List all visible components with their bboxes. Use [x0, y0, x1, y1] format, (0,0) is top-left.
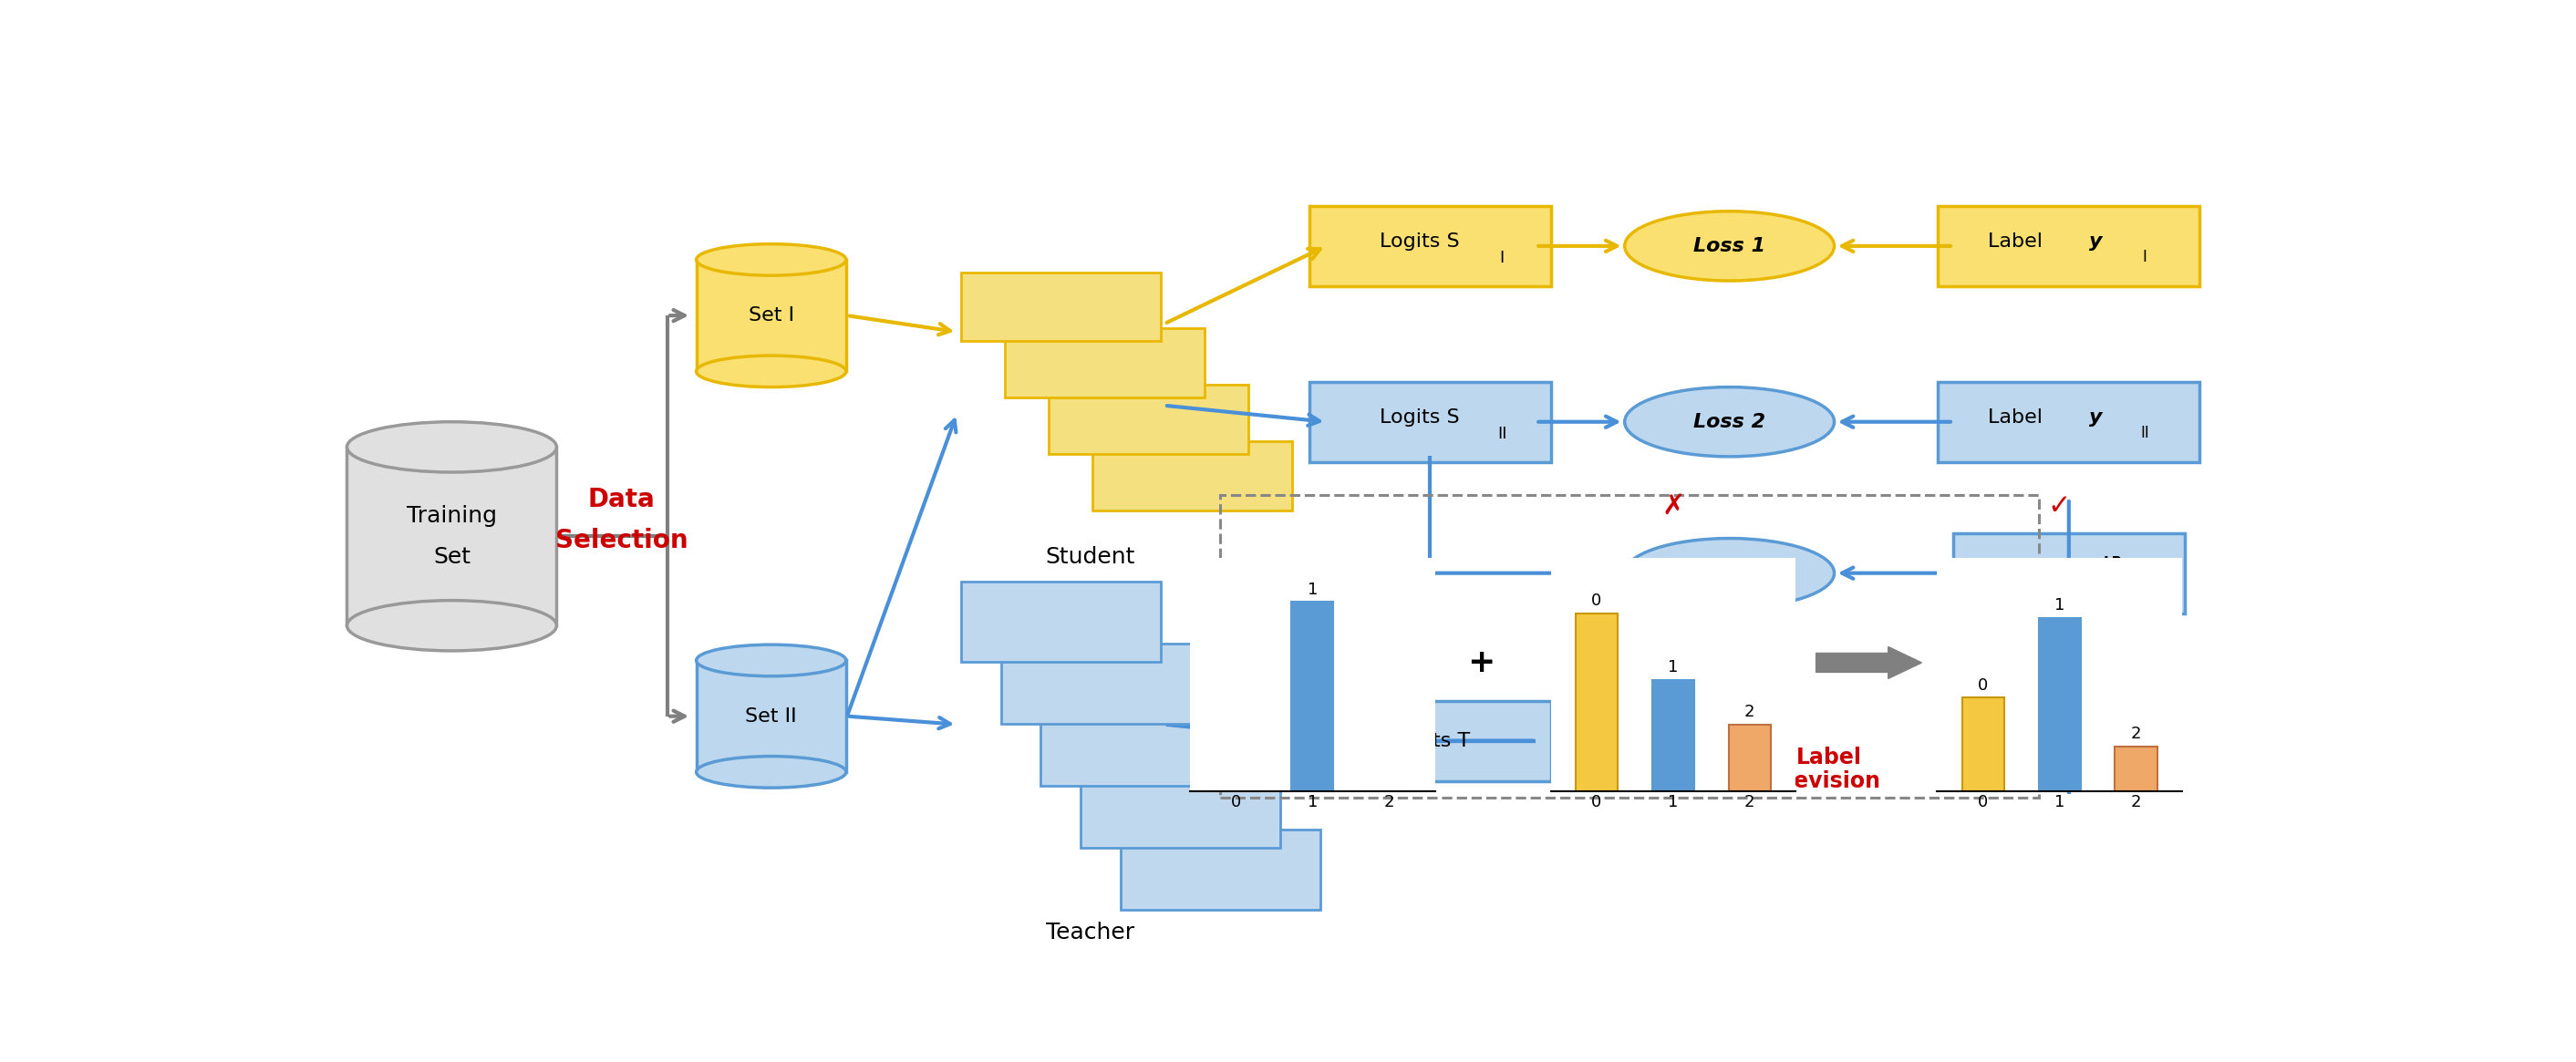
FancyBboxPatch shape [1309, 701, 1551, 781]
FancyBboxPatch shape [961, 272, 1162, 341]
Polygon shape [348, 447, 556, 626]
Text: 2: 2 [2130, 725, 2141, 742]
FancyBboxPatch shape [1309, 206, 1551, 286]
Text: Training: Training [407, 504, 497, 527]
Ellipse shape [696, 356, 845, 387]
FancyBboxPatch shape [1937, 206, 2200, 286]
Text: Loss 1: Loss 1 [1692, 237, 1765, 255]
Text: Teacher: Teacher [1046, 922, 1136, 944]
Text: Label: Label [1989, 233, 2048, 251]
Ellipse shape [1625, 538, 1834, 607]
Bar [1728, 724, 1770, 791]
Text: T: T [2040, 558, 2056, 579]
Bar [2115, 747, 2156, 791]
FancyBboxPatch shape [999, 644, 1200, 723]
Text: II: II [2141, 425, 2148, 442]
Text: Student: Student [1046, 546, 1136, 568]
Ellipse shape [348, 422, 556, 473]
Text: 0: 0 [1592, 593, 1602, 609]
Bar [1577, 613, 1618, 791]
Text: ✗: ✗ [1662, 493, 1685, 519]
FancyBboxPatch shape [1082, 768, 1280, 847]
Ellipse shape [348, 600, 556, 651]
FancyBboxPatch shape [1048, 386, 1249, 453]
FancyBboxPatch shape [1953, 533, 2184, 613]
Bar [1651, 680, 1695, 791]
Ellipse shape [696, 244, 845, 275]
Polygon shape [696, 260, 845, 372]
Bar [1291, 602, 1334, 791]
Text: 1: 1 [1667, 660, 1680, 675]
Text: I: I [2143, 250, 2146, 266]
Text: 2: 2 [1744, 704, 1754, 720]
Text: Logits S: Logits S [1381, 409, 1461, 427]
FancyBboxPatch shape [1005, 328, 1206, 397]
Text: Loss 3: Loss 3 [1692, 564, 1765, 582]
Text: +: + [1468, 647, 1494, 679]
Polygon shape [696, 661, 845, 772]
Text: Set II: Set II [744, 707, 796, 725]
Text: LR: LR [2102, 556, 2123, 570]
Bar [1963, 698, 2004, 791]
Text: I: I [1499, 250, 1504, 267]
Ellipse shape [1625, 211, 1834, 280]
Text: y: y [2089, 233, 2102, 251]
Text: 1: 1 [2053, 597, 2066, 613]
Text: 1: 1 [1306, 581, 1319, 598]
FancyBboxPatch shape [1937, 381, 2200, 462]
Text: Label: Label [1795, 747, 1862, 768]
Text: Logits S: Logits S [1381, 233, 1461, 251]
Ellipse shape [1625, 387, 1834, 457]
Bar [2038, 618, 2081, 791]
FancyBboxPatch shape [1309, 381, 1551, 462]
Text: Label: Label [1989, 409, 2048, 427]
Text: Set: Set [433, 546, 471, 568]
Ellipse shape [696, 756, 845, 788]
Text: Logits T: Logits T [1391, 732, 1471, 750]
Text: y: y [2089, 409, 2102, 427]
FancyBboxPatch shape [1092, 442, 1293, 510]
FancyBboxPatch shape [1121, 829, 1319, 910]
FancyBboxPatch shape [961, 581, 1162, 662]
Ellipse shape [696, 645, 845, 676]
FancyBboxPatch shape [1041, 705, 1242, 786]
Text: Data: Data [587, 486, 654, 512]
Text: 0: 0 [1978, 676, 1989, 693]
Text: Set I: Set I [750, 307, 793, 325]
Text: Loss 2: Loss 2 [1692, 413, 1765, 431]
Text: Revision: Revision [1777, 771, 1880, 792]
Text: Selection: Selection [554, 528, 688, 553]
Text: II: II [1497, 426, 1507, 442]
Text: ✓: ✓ [2048, 493, 2071, 519]
